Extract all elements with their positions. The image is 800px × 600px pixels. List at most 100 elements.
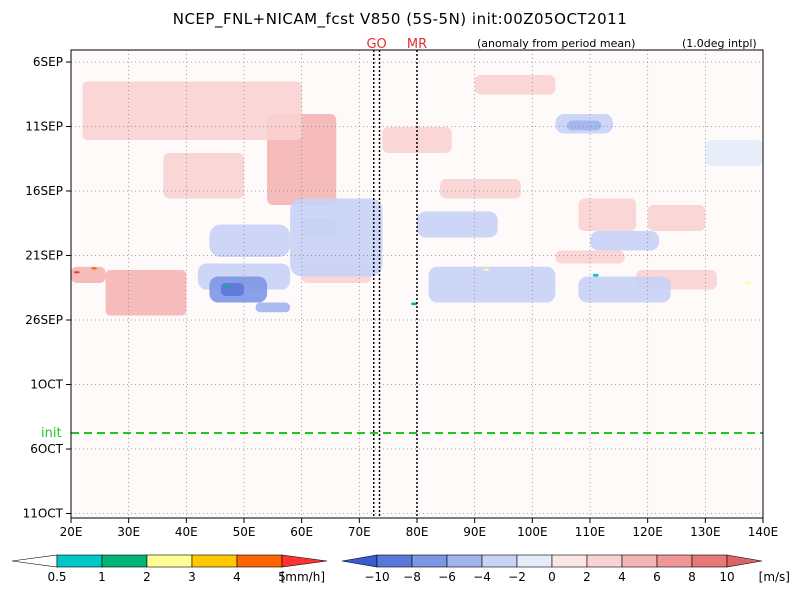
wind-label: −6 xyxy=(438,570,456,584)
x-tick-label: 30E xyxy=(117,525,140,539)
anomaly-region xyxy=(647,205,706,231)
wind-label: 0 xyxy=(548,570,556,584)
x-tick-label: 100E xyxy=(517,525,548,539)
x-tick-label: 110E xyxy=(575,525,606,539)
rain-label: 3 xyxy=(188,570,196,584)
anomaly-region xyxy=(82,81,302,140)
wind-unit: [m/s] xyxy=(759,570,790,584)
init-label: init xyxy=(41,426,62,441)
anomaly-region xyxy=(209,224,291,257)
wind-label: 4 xyxy=(618,570,626,584)
anomaly-region xyxy=(301,218,337,238)
y-tick-label: 21SEP xyxy=(25,249,63,263)
marker-label: GO xyxy=(366,37,386,52)
wind-bin xyxy=(551,554,588,568)
wind-bin xyxy=(691,554,728,568)
anomaly-region xyxy=(745,281,752,285)
y-tick-label: 11OCT xyxy=(23,507,64,521)
wind-bin xyxy=(726,554,763,568)
rain-unit: [mm/h] xyxy=(281,570,325,584)
rain-label: 2 xyxy=(143,570,151,584)
wind-label: 2 xyxy=(583,570,591,584)
anomaly-region xyxy=(163,153,244,199)
anomaly-region xyxy=(590,231,660,251)
anomaly-region xyxy=(474,75,556,95)
x-tick-label: 90E xyxy=(463,525,486,539)
rain-bin xyxy=(11,554,58,568)
anomaly-region xyxy=(566,120,602,131)
rain-label: 1 xyxy=(98,570,106,584)
anomaly-region xyxy=(440,179,521,199)
anomaly-region xyxy=(578,198,637,231)
wind-colorbar: −10 −8 −6 −4 −2 0 2 4 6 8 10 [m/s] xyxy=(341,554,790,584)
anomaly-note: (anomaly from period mean) xyxy=(477,37,636,50)
x-tick-label: 130E xyxy=(690,525,721,539)
wind-bin xyxy=(586,554,623,568)
y-tick-label: 16SEP xyxy=(25,184,63,198)
anomaly-region xyxy=(705,140,763,166)
rain-bin xyxy=(281,554,328,568)
anomaly-region xyxy=(411,302,417,306)
wind-bin xyxy=(481,554,518,568)
rain-label: 0.5 xyxy=(47,570,66,584)
x-tick-label: 50E xyxy=(233,525,256,539)
anomaly-region xyxy=(428,266,556,303)
wind-bin xyxy=(411,554,448,568)
wind-label: 10 xyxy=(719,570,734,584)
x-axis: 20E 30E 40E 50E 60E 70E 80E 90E 100E 110E 120E 130E… xyxy=(60,518,779,539)
wind-bin xyxy=(621,554,658,568)
anomaly-region xyxy=(105,270,187,316)
anomaly-region xyxy=(71,266,106,283)
station-markers: GO MR xyxy=(366,37,427,518)
wind-label: −4 xyxy=(473,570,491,584)
rain-bin xyxy=(56,554,103,568)
wind-label: 6 xyxy=(653,570,661,584)
grid-lines xyxy=(71,50,763,518)
anomaly-region xyxy=(220,283,244,296)
y-tick-label: 11SEP xyxy=(25,120,63,134)
rain-bin xyxy=(236,554,283,568)
x-tick-label: 20E xyxy=(60,525,83,539)
y-axis: 6SEP 11SEP 16SEP 21SEP 26SEP 1OCT 6OCT 11OCT xyxy=(23,55,71,521)
x-tick-label: 40E xyxy=(175,525,198,539)
y-tick-label: 26SEP xyxy=(25,313,63,327)
x-tick-label: 80E xyxy=(406,525,429,539)
y-tick-label: 6OCT xyxy=(30,442,63,456)
wind-label: −10 xyxy=(364,570,389,584)
y-tick-label: 1OCT xyxy=(30,378,63,392)
wind-label: −2 xyxy=(508,570,526,584)
chart-title: NCEP_FNL+NICAM_fcst V850 (5S-5N) init:00… xyxy=(172,10,628,28)
interp-note: (1.0deg intpl) xyxy=(682,37,757,50)
y-tick-label: 6SEP xyxy=(33,55,63,69)
rain-label: 4 xyxy=(233,570,241,584)
x-tick-label: 120E xyxy=(632,525,663,539)
rain-bin xyxy=(101,554,148,568)
anomaly-region xyxy=(555,250,625,264)
anomaly-region xyxy=(223,285,230,288)
rain-colorbar: 0.5 1 2 3 4 5[mm/h] xyxy=(11,554,328,584)
anomaly-region xyxy=(483,268,490,271)
wind-bin xyxy=(376,554,413,568)
rain-label: 5 xyxy=(278,570,286,584)
anomaly-region xyxy=(290,198,383,277)
anomaly-region xyxy=(578,276,671,303)
rain-bin xyxy=(146,554,193,568)
init-line: init xyxy=(41,426,763,441)
anomaly-region xyxy=(417,211,498,238)
wind-bin xyxy=(656,554,693,568)
x-tick-label: 60E xyxy=(290,525,313,539)
wind-bin xyxy=(516,554,553,568)
anomaly-region xyxy=(592,273,599,277)
marker-label: MR xyxy=(407,37,427,52)
anomaly-region xyxy=(255,302,291,313)
wind-label: −8 xyxy=(403,570,421,584)
wind-bin xyxy=(341,554,378,568)
anomaly-region xyxy=(91,267,97,270)
wind-label: 8 xyxy=(688,570,696,584)
x-tick-label: 140E xyxy=(748,525,779,539)
rain-bin xyxy=(191,554,238,568)
wind-bin xyxy=(446,554,483,568)
anomaly-region xyxy=(73,271,80,274)
x-tick-label: 70E xyxy=(348,525,371,539)
